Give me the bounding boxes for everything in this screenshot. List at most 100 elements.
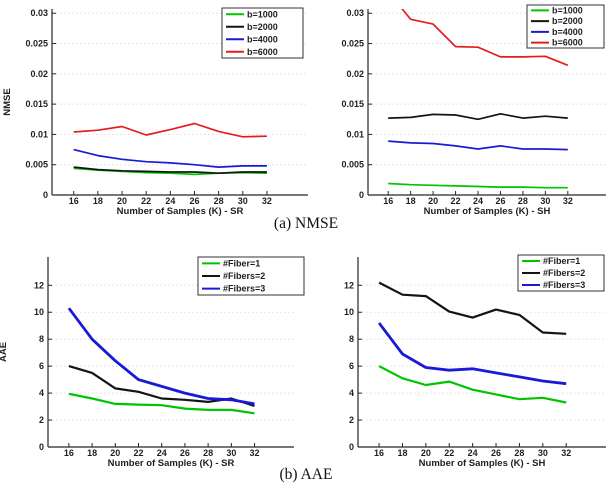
series-line--fibers-3 — [67, 307, 255, 406]
series-line-b-2000 — [388, 112, 568, 121]
x-tick-label: 18 — [397, 448, 407, 458]
x-tick-label: 22 — [141, 196, 151, 206]
y-tick-label: 0 — [39, 442, 44, 452]
x-tick-label: 16 — [69, 196, 79, 206]
x-tick-label: 30 — [226, 448, 236, 458]
y-tick-label: 2 — [349, 415, 354, 425]
legend-label: b=2000 — [552, 16, 583, 26]
y-tick-label: 8 — [39, 334, 44, 344]
series-line-b-6000 — [73, 122, 267, 138]
y-tick-label: 0.01 — [30, 129, 48, 139]
y-tick-label: 0.005 — [341, 160, 364, 170]
legend: #Fiber=1 #Fibers=2 #Fibers=3 — [197, 256, 305, 296]
legend-label: b=2000 — [247, 22, 278, 32]
x-tick-label: 32 — [561, 448, 571, 458]
x-tick-label: 20 — [428, 196, 438, 206]
series-line--fiber-1 — [68, 392, 255, 415]
x-tick-label: 24 — [165, 196, 175, 206]
x-tick-label: 32 — [262, 196, 272, 206]
legend-label: b=1000 — [247, 9, 278, 19]
series-line--fibers-2 — [378, 281, 567, 335]
legend-label: b=1000 — [552, 5, 583, 15]
y-tick-label: 2 — [39, 415, 44, 425]
y-tick-label: 0.03 — [346, 8, 364, 18]
series-line--fibers-3 — [377, 322, 567, 386]
legend-label: b=4000 — [247, 34, 278, 44]
x-tick-label: 30 — [540, 196, 550, 206]
caption-aae: (b) AAE — [279, 466, 333, 483]
y-tick-label: 0 — [359, 190, 364, 200]
y-tick-label: 4 — [39, 388, 44, 398]
x-tick-label: 32 — [563, 196, 573, 206]
x-tick-label: 16 — [64, 448, 74, 458]
x-tick-label: 32 — [250, 448, 260, 458]
x-tick-label: 16 — [374, 448, 384, 458]
legend-box — [526, 4, 605, 49]
y-axis-label: NMSE — [2, 88, 13, 115]
legend-label: #Fibers=3 — [543, 280, 585, 290]
x-tick-label: 22 — [444, 448, 454, 458]
x-tick-label: 22 — [134, 448, 144, 458]
legend-label: b=6000 — [247, 47, 278, 57]
y-tick-label: 12 — [344, 280, 354, 290]
x-tick-label: 26 — [491, 448, 501, 458]
x-tick-label: 18 — [93, 196, 103, 206]
y-tick-label: 0.015 — [341, 99, 364, 109]
series-line-b-6000 — [401, 9, 569, 67]
x-tick-label: 24 — [157, 448, 167, 458]
y-axis-label: AAE — [0, 342, 9, 362]
x-tick-label: 22 — [451, 196, 461, 206]
legend-label: #Fiber=1 — [543, 256, 580, 266]
y-tick-label: 0.025 — [25, 39, 48, 49]
caption-nmse: (a) NMSE — [273, 215, 339, 232]
y-tick-label: 0 — [349, 442, 354, 452]
legend: b=1000 b=2000 b=4000 b=6000 — [221, 7, 304, 59]
y-tick-label: 0.015 — [25, 99, 48, 109]
chart-nmse_sh: 0 0.005 0.01 0.015 0.02 0.025 0.03 16 18 20 22 24 26… — [341, 4, 606, 217]
x-tick-label: 20 — [117, 196, 127, 206]
legend-label: #Fibers=3 — [223, 284, 265, 294]
x-tick-label: 30 — [238, 196, 248, 206]
y-tick-label: 4 — [349, 388, 354, 398]
legend-label: #Fiber=1 — [223, 258, 260, 268]
legend-label: b=4000 — [552, 27, 583, 37]
series-line-b-1000 — [388, 182, 568, 189]
x-tick-label: 28 — [518, 196, 528, 206]
x-tick-label: 28 — [214, 196, 224, 206]
series-line-b-2000 — [73, 166, 267, 175]
x-tick-label: 26 — [189, 196, 199, 206]
x-tick-label: 28 — [514, 448, 524, 458]
legend-box — [221, 7, 304, 59]
y-tick-label: 0.005 — [25, 160, 48, 170]
legend: #Fiber=1 #Fibers=2 #Fibers=3 — [517, 254, 605, 292]
y-tick-label: 0.025 — [341, 39, 364, 49]
x-tick-label: 28 — [203, 448, 213, 458]
y-tick-label: 0.03 — [30, 8, 48, 18]
x-tick-label: 18 — [87, 448, 97, 458]
x-tick-label: 20 — [110, 448, 120, 458]
x-tick-label: 24 — [473, 196, 483, 206]
chart-nmse_sr: 0 0.005 0.01 0.015 0.02 0.025 0.03 16 18 20 22 24 26… — [2, 7, 308, 217]
series-line--fiber-1 — [378, 365, 567, 404]
x-axis-label: Number of Samples (K) - SR — [117, 206, 244, 217]
y-tick-label: 0.02 — [346, 69, 364, 79]
y-gridlines — [358, 284, 606, 421]
legend-label: b=6000 — [552, 38, 583, 48]
x-tick-label: 30 — [538, 448, 548, 458]
y-tick-label: 12 — [34, 280, 44, 290]
x-tick-label: 24 — [468, 448, 478, 458]
series-line-b-4000 — [388, 140, 568, 151]
x-tick-label: 20 — [421, 448, 431, 458]
y-tick-label: 10 — [344, 307, 354, 317]
legend-label: #Fibers=2 — [223, 271, 265, 281]
x-tick-label: 26 — [495, 196, 505, 206]
legend-label: #Fibers=2 — [543, 268, 585, 278]
y-tick-label: 0.01 — [346, 129, 364, 139]
y-tick-label: 0.02 — [30, 69, 48, 79]
x-axis-label: Number of Samples (K) - SH — [419, 458, 546, 469]
y-tick-label: 10 — [34, 307, 44, 317]
y-tick-label: 6 — [349, 361, 354, 371]
